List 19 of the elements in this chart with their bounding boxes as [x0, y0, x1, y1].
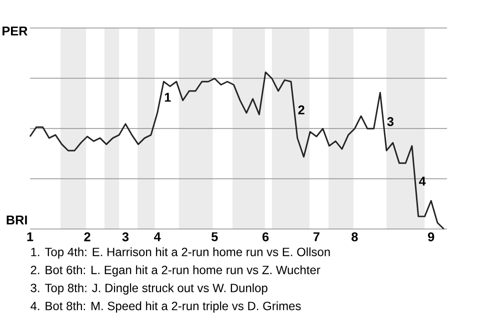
text: 3. Top 8th: J. Dingle struck out vs W. Dunlop	[30, 283, 268, 295]
text: 2. Bot 6th: L. Egan hit a 2-run home run vs Z. Wuchter	[30, 265, 320, 277]
x-tick-label: 8	[352, 232, 358, 242]
annotation: 1	[164, 92, 171, 102]
x-tick-label: 9	[428, 232, 434, 242]
x-tick-label: 4	[154, 232, 161, 242]
annotation: 2	[298, 105, 304, 114]
text: PER	[2, 26, 28, 36]
x-tick-label: 2	[84, 232, 90, 242]
annotation: 3	[387, 117, 394, 126]
x-tick-label: 6	[262, 232, 269, 242]
text: 1. Top 4th: E. Harrison hit a 2-run home run vs E. Ollson	[31, 247, 330, 259]
text: 4. Bot 8th: M. Speed hit a 2-run triple vs D. Grimes	[30, 301, 301, 313]
x-tick-label: 1	[27, 232, 34, 242]
x-tick-label: 7	[314, 232, 320, 242]
annotation: 4	[418, 176, 426, 186]
x-tick-label: 3	[122, 232, 129, 242]
text: BRI	[6, 216, 27, 224]
x-tick-label: 5	[212, 232, 218, 242]
